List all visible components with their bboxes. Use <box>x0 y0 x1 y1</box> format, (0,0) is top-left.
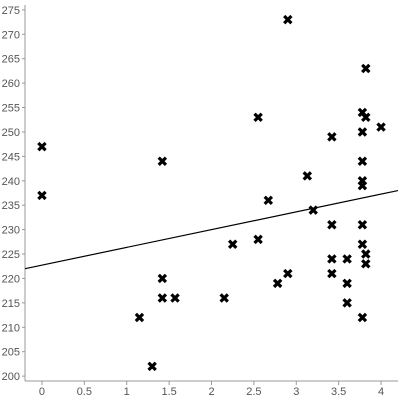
data-point <box>38 192 45 199</box>
y-tick-label: 260 <box>2 78 20 90</box>
x-tick-label: 2.5 <box>246 386 261 398</box>
data-point <box>359 314 366 321</box>
y-tick-label: 205 <box>2 347 20 359</box>
x-tick-label: 1 <box>124 386 130 398</box>
y-tick-label: 245 <box>2 151 20 163</box>
y-tick-label: 225 <box>2 249 20 261</box>
y-tick-label: 255 <box>2 103 20 115</box>
y-tick-label: 275 <box>2 5 20 17</box>
x-tick-label: 0 <box>39 386 45 398</box>
x-tick-label: 3.5 <box>331 386 346 398</box>
data-point <box>344 280 351 287</box>
data-point <box>328 221 335 228</box>
data-point <box>359 158 366 165</box>
y-tick-label: 250 <box>2 127 20 139</box>
y-tick-label: 220 <box>2 273 20 285</box>
data-points <box>38 16 384 370</box>
data-point <box>377 123 384 130</box>
data-point <box>255 236 262 243</box>
data-point <box>359 221 366 228</box>
trendline <box>25 191 398 269</box>
y-tick-label: 230 <box>2 225 20 237</box>
data-point <box>229 241 236 248</box>
data-point <box>274 280 281 287</box>
x-tick-label: 1.5 <box>161 386 176 398</box>
data-point <box>362 260 369 267</box>
x-tick-label: 0.5 <box>77 386 92 398</box>
data-point <box>359 128 366 135</box>
data-point <box>159 294 166 301</box>
data-point <box>159 158 166 165</box>
data-point <box>310 206 317 213</box>
x-tick-label: 2 <box>208 386 214 398</box>
data-point <box>265 197 272 204</box>
data-point <box>171 294 178 301</box>
y-tick-label: 240 <box>2 176 20 188</box>
y-tick-label: 200 <box>2 371 20 383</box>
y-tick-label: 215 <box>2 298 20 310</box>
data-point <box>362 65 369 72</box>
x-tick-label: 4 <box>378 386 384 398</box>
data-point <box>136 314 143 321</box>
data-point <box>328 133 335 140</box>
data-point <box>328 270 335 277</box>
y-tick-label: 235 <box>2 200 20 212</box>
y-axis-ticks: 200 205 210 215 220 225 230 235 240 245 250 255 260 2… <box>2 5 25 383</box>
data-point <box>344 255 351 262</box>
y-tick-label: 270 <box>2 29 20 41</box>
x-axis-ticks: 0 0.5 1 1.5 2 2.5 3 3.5 4 <box>39 381 384 398</box>
y-tick-label: 265 <box>2 54 20 66</box>
data-point <box>284 270 291 277</box>
data-point <box>255 114 262 121</box>
x-tick-label: 3 <box>293 386 299 398</box>
data-point <box>284 16 291 23</box>
data-point <box>362 250 369 257</box>
data-point <box>149 363 156 370</box>
data-point <box>344 299 351 306</box>
data-point <box>221 294 228 301</box>
data-point <box>359 182 366 189</box>
data-point <box>328 255 335 262</box>
data-point <box>159 275 166 282</box>
data-point <box>304 172 311 179</box>
y-tick-label: 210 <box>2 322 20 334</box>
data-point <box>38 143 45 150</box>
data-point <box>359 241 366 248</box>
